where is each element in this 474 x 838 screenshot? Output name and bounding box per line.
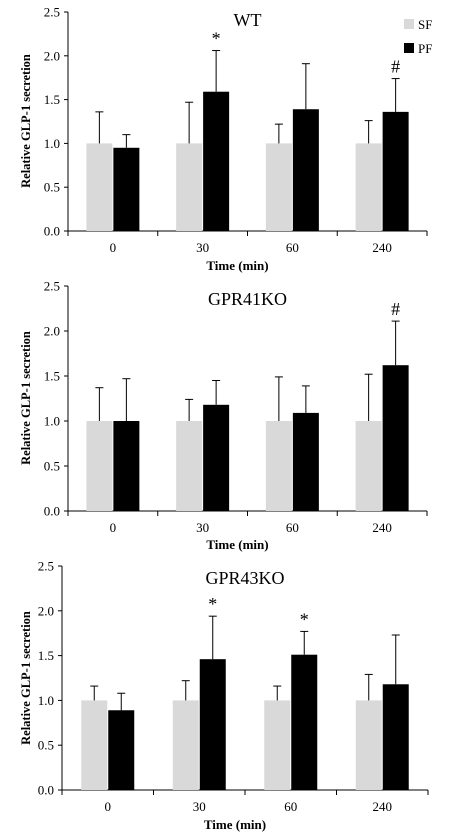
- bar-sf-0: [81, 700, 108, 790]
- x-axis-label: Time (min): [206, 537, 268, 552]
- bar-pf-240: [382, 684, 409, 790]
- bar-pf-240: [382, 111, 409, 231]
- bar-pf-0: [108, 710, 135, 790]
- x-tick-label: 240: [373, 799, 393, 814]
- x-tick-label: 0: [105, 799, 112, 814]
- bar-pf-0: [113, 421, 140, 511]
- bar-pf-60: [292, 109, 319, 231]
- y-tick-label: 0.5: [44, 180, 60, 195]
- bar-sf-60: [265, 143, 292, 231]
- significance-marker: #: [391, 57, 400, 77]
- y-tick-label: 2.0: [44, 48, 60, 63]
- y-tick-label: 1.0: [44, 414, 60, 429]
- bar-sf-240: [355, 143, 382, 231]
- x-tick-label: 60: [286, 520, 299, 535]
- y-axis-label: Relative GLP-1 secretion: [19, 611, 33, 745]
- significance-marker: *: [208, 594, 217, 614]
- y-tick-label: 1.0: [44, 136, 60, 151]
- y-tick-label: 0.5: [38, 738, 54, 753]
- x-axis-label: Time (min): [206, 258, 268, 273]
- y-tick-label: 1.5: [38, 648, 54, 663]
- y-tick-label: 2.0: [38, 603, 54, 618]
- y-tick-label: 1.5: [44, 369, 60, 384]
- legend-swatch-sf: [404, 19, 414, 29]
- legend-label-sf: SF: [418, 17, 432, 32]
- panel-title: GPR41KO: [208, 289, 287, 309]
- y-tick-label: 0.5: [44, 459, 60, 474]
- bar-pf-30: [203, 91, 230, 231]
- y-tick-label: 2.5: [38, 559, 54, 574]
- bar-pf-240: [382, 365, 409, 511]
- legend-label-pf: PF: [418, 41, 432, 56]
- y-tick-label: 0.0: [44, 504, 60, 519]
- x-tick-label: 240: [372, 240, 392, 255]
- legend-swatch-pf: [404, 43, 414, 53]
- bar-pf-60: [292, 412, 319, 511]
- bar-sf-30: [176, 421, 203, 511]
- x-tick-label: 30: [193, 799, 206, 814]
- bar-sf-30: [176, 143, 203, 231]
- significance-marker: #: [391, 299, 400, 319]
- y-tick-label: 0.0: [44, 224, 60, 239]
- y-tick-label: 1.5: [44, 92, 60, 107]
- bar-sf-0: [86, 143, 113, 231]
- x-tick-label: 60: [286, 240, 299, 255]
- bar-sf-30: [172, 700, 199, 790]
- y-tick-label: 2.5: [44, 5, 60, 20]
- x-tick-label: 0: [110, 520, 117, 535]
- bar-pf-60: [291, 654, 318, 790]
- panel-title: WT: [234, 10, 262, 30]
- x-tick-label: 60: [284, 799, 297, 814]
- bar-pf-0: [113, 147, 140, 231]
- panel-title: GPR43KO: [205, 568, 284, 588]
- bar-sf-240: [355, 421, 382, 511]
- bar-sf-240: [355, 700, 382, 790]
- bar-pf-30: [203, 404, 230, 511]
- bar-sf-0: [86, 421, 113, 511]
- x-tick-label: 240: [372, 520, 392, 535]
- y-tick-label: 0.0: [38, 783, 54, 798]
- y-tick-label: 2.5: [44, 279, 60, 294]
- y-axis-label: Relative GLP-1 secretion: [19, 331, 33, 465]
- bar-sf-60: [264, 700, 291, 790]
- x-tick-label: 0: [110, 240, 117, 255]
- significance-marker: *: [300, 609, 309, 629]
- x-tick-label: 30: [196, 520, 209, 535]
- x-axis-label: Time (min): [204, 817, 266, 832]
- significance-marker: *: [212, 29, 221, 49]
- y-tick-label: 2.0: [44, 324, 60, 339]
- bar-pf-30: [199, 659, 226, 790]
- x-tick-label: 30: [196, 240, 209, 255]
- y-tick-label: 1.0: [38, 693, 54, 708]
- y-axis-label: Relative GLP-1 secretion: [19, 54, 33, 188]
- bar-sf-60: [265, 421, 292, 511]
